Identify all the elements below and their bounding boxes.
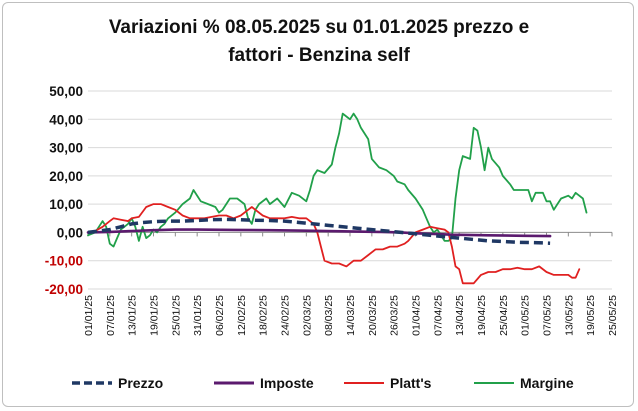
x-tick-label: 24/02/25 xyxy=(280,295,292,336)
series-line-prezzo xyxy=(87,217,551,245)
y-tick-label: -10,00 xyxy=(45,254,83,269)
x-tick-label: 01/05/25 xyxy=(520,295,532,336)
x-tick-label: 25/01/25 xyxy=(170,295,182,336)
y-tick-label: 20,00 xyxy=(49,169,83,184)
x-tick-label: 13/04/25 xyxy=(454,295,466,336)
chart-title: Variazioni % 08.05.2025 su 01.01.2025 pr… xyxy=(0,14,638,70)
x-tick-label: 13/01/25 xyxy=(127,295,139,336)
x-tick-label: 12/02/25 xyxy=(236,295,248,336)
x-tick-label: 01/04/25 xyxy=(411,295,423,336)
legend: Prezzo Imposte Platt's Margine xyxy=(72,375,574,391)
x-tick-label: 18/02/25 xyxy=(258,295,270,336)
x-tick-label: 25/05/25 xyxy=(607,295,619,336)
series-line-margine xyxy=(87,112,588,248)
legend-label: Prezzo xyxy=(118,375,163,391)
chart-title-line-2: fattori - Benzina self xyxy=(228,45,410,66)
x-tick-label: 07/04/25 xyxy=(432,295,444,336)
x-tick-label: 07/05/25 xyxy=(542,295,554,336)
y-tick-label: 40,00 xyxy=(49,112,83,127)
x-tick-label: 19/01/25 xyxy=(149,295,161,336)
x-tick-label: 31/01/25 xyxy=(192,295,204,336)
y-tick-label: 0,00 xyxy=(57,225,83,240)
legend-label: Platt's xyxy=(390,375,432,391)
chart-frame xyxy=(2,2,634,407)
x-tick-label: 19/04/25 xyxy=(476,295,488,336)
gridlines xyxy=(88,90,612,290)
y-axis: 50,00 40,00 30,00 20,00 10,00 0,00 -10,00 -20,0… xyxy=(45,84,83,297)
x-tick-label: 19/05/25 xyxy=(585,295,597,336)
x-axis: 01/01/25 07/01/25 13/01/25 19/01/25 25/01/25… xyxy=(83,232,619,336)
x-tick-label: 07/01/25 xyxy=(105,295,117,336)
chart-title-line-1: Variazioni % 08.05.2025 su 01.01.2025 pr… xyxy=(108,17,530,38)
legend-label: Imposte xyxy=(260,375,314,391)
x-tick-label: 02/03/25 xyxy=(301,295,313,336)
x-tick-label: 01/01/25 xyxy=(83,295,95,336)
y-tick-label: -20,00 xyxy=(45,282,83,297)
x-tick-label: 08/03/25 xyxy=(323,295,335,336)
x-tick-label: 14/03/25 xyxy=(345,295,357,336)
x-tick-label: 26/03/25 xyxy=(389,295,401,336)
series-line-imposte xyxy=(86,228,552,238)
series-lines xyxy=(86,112,588,285)
y-tick-label: 50,00 xyxy=(49,84,83,99)
legend-label: Margine xyxy=(520,375,574,391)
x-tick-label: 13/05/25 xyxy=(563,295,575,336)
x-tick-label: 06/02/25 xyxy=(214,295,226,336)
series-line-platts xyxy=(87,203,581,285)
y-tick-label: 10,00 xyxy=(49,197,83,212)
y-tick-label: 30,00 xyxy=(49,141,83,156)
x-tick-label: 25/04/25 xyxy=(498,295,510,336)
x-tick-label: 20/03/25 xyxy=(367,295,379,336)
